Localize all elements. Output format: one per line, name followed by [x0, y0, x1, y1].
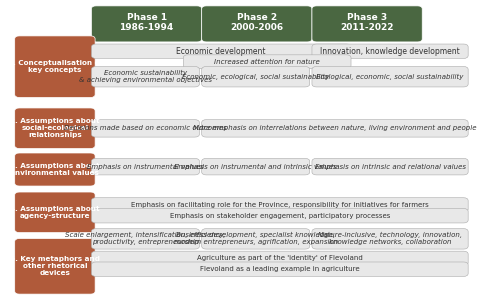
Text: Emphasis on stakeholder engagement, participatory processes: Emphasis on stakeholder engagement, part… [170, 213, 390, 219]
FancyBboxPatch shape [14, 153, 95, 186]
FancyBboxPatch shape [202, 120, 468, 137]
Text: Economic, ecological, social sustainability: Economic, ecological, social sustainabil… [182, 74, 330, 80]
Text: 2. Assumptions about
social-ecological
relationships: 2. Assumptions about social-ecological r… [10, 118, 100, 138]
Text: Ecological, economic, social sustainability: Ecological, economic, social sustainabil… [316, 74, 464, 80]
Text: Agriculture as part of the 'identity' of Flevoland: Agriculture as part of the 'identity' of… [197, 255, 362, 261]
Text: Phase 2
2000-2006: Phase 2 2000-2006 [230, 13, 283, 32]
Text: Emphasis on intrinsic and relational values: Emphasis on intrinsic and relational val… [314, 164, 466, 170]
Text: Phase 3
2011-2022: Phase 3 2011-2022 [340, 13, 394, 32]
Text: Nature-inclusive, technology, innovation,
knowledge networks, collaboration: Nature-inclusive, technology, innovation… [318, 232, 462, 245]
FancyBboxPatch shape [202, 67, 310, 87]
Text: Increased attention for nature: Increased attention for nature [214, 59, 320, 65]
FancyBboxPatch shape [92, 208, 468, 223]
Text: 1. Conceptualisation of
key concepts: 1. Conceptualisation of key concepts [8, 60, 102, 73]
FancyBboxPatch shape [92, 198, 468, 212]
Text: Economic development: Economic development [176, 47, 266, 56]
FancyBboxPatch shape [92, 251, 468, 266]
Text: 3. Assumptions about
environmental values: 3. Assumptions about environmental value… [10, 163, 100, 176]
FancyBboxPatch shape [14, 108, 95, 148]
FancyBboxPatch shape [92, 120, 200, 137]
FancyBboxPatch shape [92, 44, 351, 58]
FancyBboxPatch shape [92, 229, 200, 249]
FancyBboxPatch shape [202, 229, 310, 249]
FancyBboxPatch shape [92, 67, 200, 87]
FancyBboxPatch shape [312, 158, 468, 175]
Text: Business development, specialist knowledge,
modern entrepreneurs, agrification, : Business development, specialist knowled… [174, 232, 338, 245]
FancyBboxPatch shape [14, 36, 95, 98]
Text: Economic sustainability
& achieving environmental objectives: Economic sustainability & achieving envi… [79, 70, 212, 83]
Text: Emphasis on instrumental values: Emphasis on instrumental values [87, 164, 204, 170]
Text: 5. Key metaphors and
other rhetorical
devices: 5. Key metaphors and other rhetorical de… [10, 256, 100, 276]
FancyBboxPatch shape [92, 158, 200, 175]
Text: Flevoland as a leading example in agriculture: Flevoland as a leading example in agricu… [200, 266, 360, 272]
FancyBboxPatch shape [312, 44, 468, 58]
FancyBboxPatch shape [92, 262, 468, 276]
FancyBboxPatch shape [14, 238, 95, 294]
Text: Innovation, knowledge development: Innovation, knowledge development [320, 47, 460, 56]
Text: Phase 1
1986-1994: Phase 1 1986-1994 [120, 13, 174, 32]
Text: 4. Assumptions about
agency-structure: 4. Assumptions about agency-structure [10, 206, 100, 219]
Text: Decisions made based on economic outcomes: Decisions made based on economic outcome… [64, 125, 227, 132]
Text: Emphasis on instrumental and intrinsic values: Emphasis on instrumental and intrinsic v… [174, 164, 337, 170]
FancyBboxPatch shape [202, 158, 310, 175]
Text: More emphasis on interrelations between nature, living environment and people: More emphasis on interrelations between … [193, 125, 476, 132]
Text: Scale enlargement, intensification, efficiency,
productivity, entrepreneurship: Scale enlargement, intensification, effi… [65, 232, 226, 245]
FancyBboxPatch shape [92, 6, 202, 42]
FancyBboxPatch shape [312, 229, 468, 249]
Text: Emphasis on facilitating role for the Province, responsibility for initiatives f: Emphasis on facilitating role for the Pr… [131, 202, 428, 208]
FancyBboxPatch shape [184, 55, 351, 69]
FancyBboxPatch shape [312, 6, 422, 42]
FancyBboxPatch shape [14, 192, 95, 233]
FancyBboxPatch shape [312, 67, 468, 87]
FancyBboxPatch shape [202, 6, 312, 42]
